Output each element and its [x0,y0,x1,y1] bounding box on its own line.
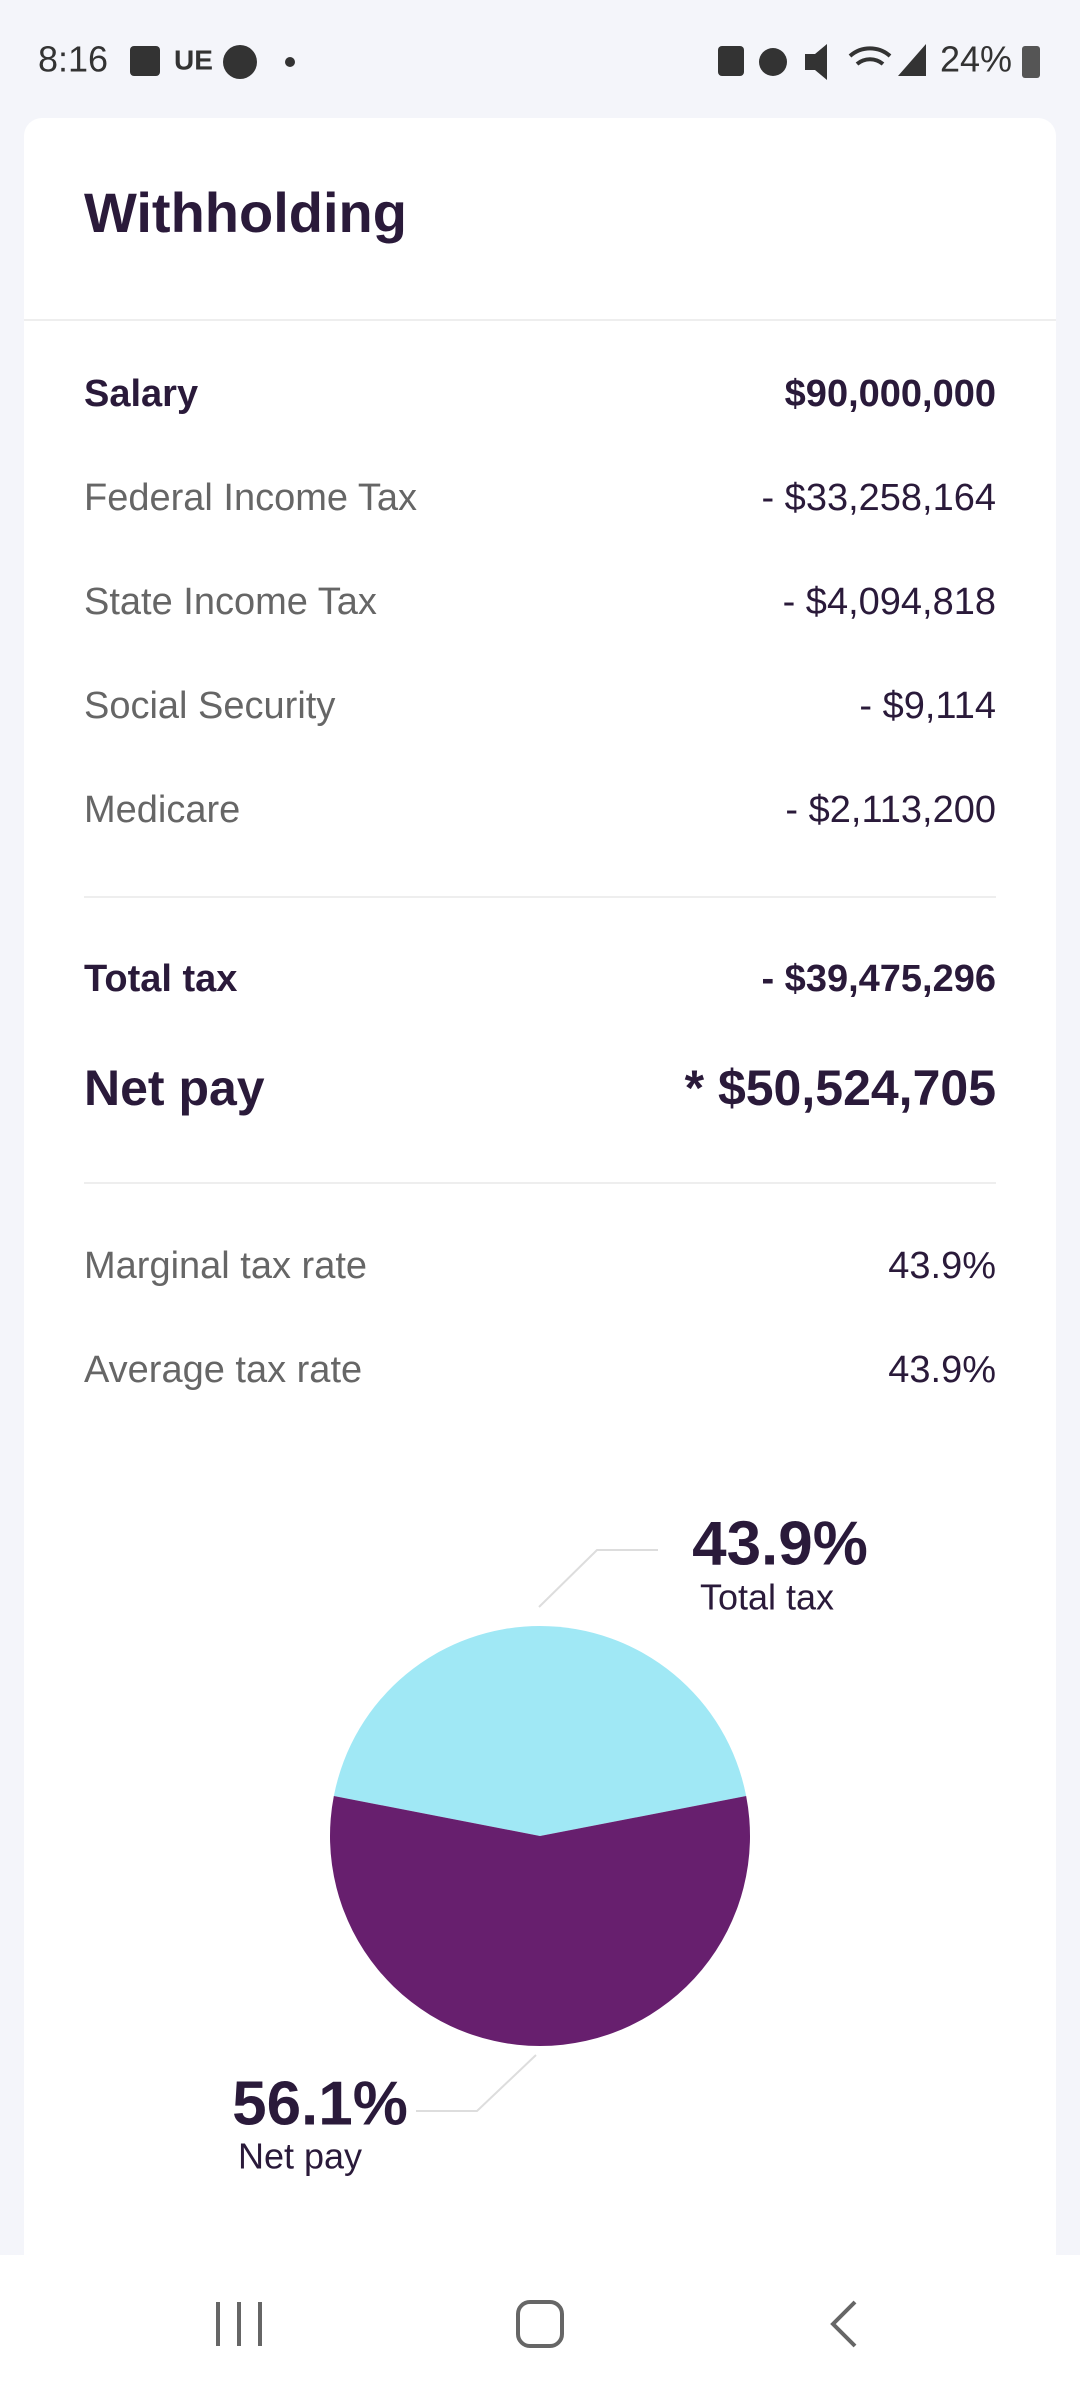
status-icon [898,44,926,76]
slice-value-label: 43.9% [692,1509,868,1578]
row-value: - $39,475,296 [761,958,996,1000]
status-icon [130,46,160,76]
status-icon [223,45,257,79]
row-label: Salary [84,373,198,415]
pie-slice [333,1626,747,1836]
row-label: Medicare [84,789,240,831]
row-value: * $50,524,705 [685,1060,996,1116]
card [24,118,1056,2400]
nav-home[interactable] [516,2300,564,2348]
row-label: Average tax rate [84,1349,362,1391]
slice-category-label: Net pay [238,2136,362,2177]
row-label: State Income Tax [84,581,377,623]
status-icon [805,44,827,80]
status-bar [0,0,1080,90]
row-label: Marginal tax rate [84,1245,367,1287]
row-value: 43.9% [888,1245,996,1287]
row-label: Total tax [84,958,237,1000]
status-dot [285,57,295,67]
row-value: - $9,114 [859,685,996,727]
status-time: 8:16 [38,39,108,80]
status-icon [718,46,744,76]
status-carrier: UE [174,44,213,75]
pie-chart: 43.9%Total tax 56.1%Net pay [232,1509,868,2176]
nav-back[interactable] [830,2300,857,2348]
row-value: $90,000,000 [785,373,996,415]
row-value: - $33,258,164 [761,477,996,519]
status-icon [759,48,787,76]
status-icon [848,46,892,66]
slice-value-label: 56.1% [232,2069,408,2138]
row-value: - $2,113,200 [785,789,996,831]
row-value: 43.9% [888,1349,996,1391]
battery-icon [1022,46,1040,78]
row-label: Net pay [84,1060,265,1116]
row-label: Social Security [84,685,335,727]
row-label: Federal Income Tax [84,477,417,519]
leader-line [416,2054,537,2112]
row-value: - $4,094,818 [783,581,996,623]
card-title: Withholding [84,181,407,244]
leader-line [538,1549,658,1608]
pie-slice [330,1796,751,2046]
rows: Salary $90,000,000 Federal Income Tax - $33… [84,373,996,1391]
status-battery: 24% [940,39,1012,80]
slice-category-label: Total tax [700,1577,834,1618]
nav-bar [0,2255,1080,2400]
nav-recents[interactable] [216,2302,262,2346]
